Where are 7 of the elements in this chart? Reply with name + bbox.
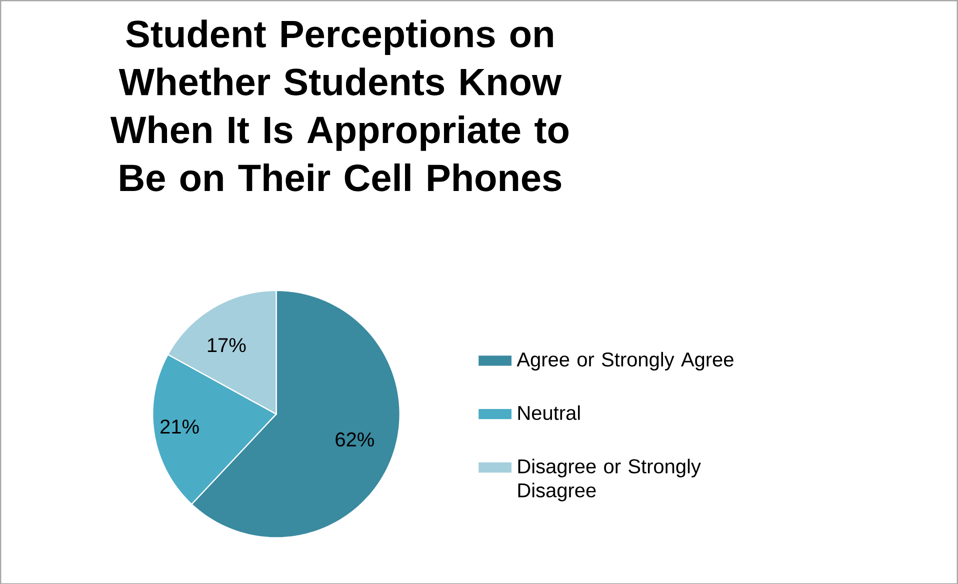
legend-label: Disagree or Strongly Disagree bbox=[518, 458, 701, 502]
legend-label: Neutral bbox=[518, 405, 580, 420]
data-label: 62% bbox=[336, 432, 374, 446]
legend-label: Agree or Strongly Agree bbox=[516, 352, 734, 370]
data-label: 21% bbox=[160, 419, 199, 434]
data-label: 17% bbox=[208, 338, 246, 352]
chart-title: Student Perceptions on Whether Students Know When It Is Appropriate to Be on Their Cell Phones bbox=[110, 19, 568, 192]
